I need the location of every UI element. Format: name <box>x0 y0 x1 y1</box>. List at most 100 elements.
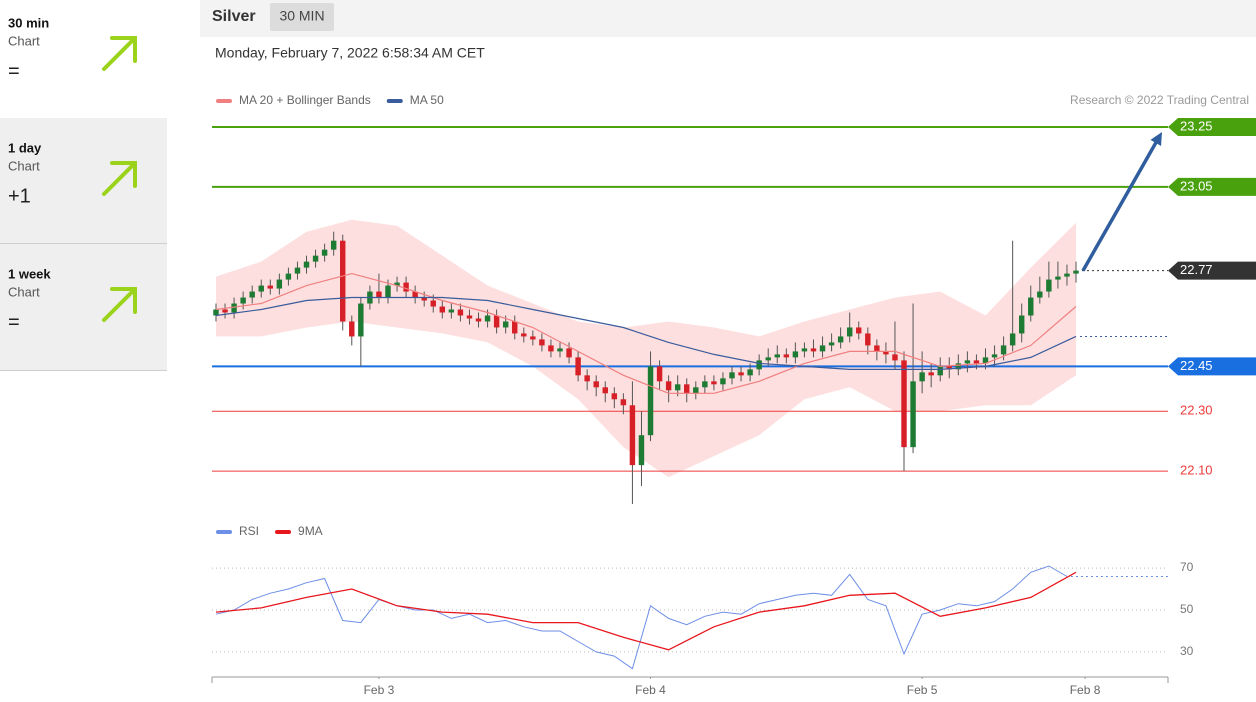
candle-body <box>702 381 708 388</box>
candle-body <box>512 321 518 334</box>
panel[interactable] <box>0 244 167 370</box>
candle-body <box>321 249 328 256</box>
arrow-icon <box>102 287 137 322</box>
sidebar: 30 min Chart = 1 day Chart +1 1 week Cha… <box>0 0 167 371</box>
charts: MA 20 + Bollinger Bands MA 50 Research © 2… <box>211 93 1256 697</box>
candle-body <box>1037 291 1043 298</box>
candle-body <box>1009 333 1016 346</box>
candle-body <box>964 360 971 364</box>
candle-body <box>711 381 717 385</box>
candle-body <box>765 357 771 361</box>
label: Chart <box>8 33 40 48</box>
candle-body <box>738 372 744 376</box>
candle-body <box>521 333 527 337</box>
level-label: 23.25 <box>1180 118 1213 133</box>
candle-body <box>231 303 237 313</box>
candle-body <box>430 300 436 307</box>
change: = <box>8 311 20 333</box>
candle-body <box>593 381 599 388</box>
candle-body <box>448 309 455 313</box>
legend-swatch <box>275 530 292 534</box>
candle-body <box>530 336 536 340</box>
level-label: 22.77 <box>1180 262 1213 277</box>
x-tick-label: Feb 5 <box>907 683 938 697</box>
candle-body <box>240 297 246 304</box>
candle-body <box>865 333 871 346</box>
candle-body <box>783 354 790 358</box>
date: Monday, February 7, 2022 6:58:34 AM CET <box>215 45 485 61</box>
level-flag <box>1168 177 1256 196</box>
candle-body <box>1055 276 1061 280</box>
candle-body <box>684 384 690 394</box>
period: 30 min <box>8 15 49 30</box>
candle-body <box>629 405 636 466</box>
candle-body <box>394 282 400 286</box>
candle-body <box>638 435 645 466</box>
indicator-line <box>215 565 1068 670</box>
legend-label: 9MA <box>298 524 323 538</box>
trend-icons <box>102 36 137 322</box>
candle-body <box>213 309 219 316</box>
candle-body <box>756 360 762 370</box>
candle-body <box>955 363 962 370</box>
candle-body <box>910 381 916 448</box>
interval-pill[interactable] <box>270 3 334 31</box>
candle-body <box>575 357 581 376</box>
candle-body <box>457 309 464 316</box>
candle-body <box>620 399 627 406</box>
candle-body <box>258 285 264 292</box>
candle-body <box>883 351 889 355</box>
candle-body <box>376 291 382 298</box>
level-label: 22.30 <box>1180 403 1213 418</box>
legend-label: MA 20 + Bollinger Bands <box>239 93 371 107</box>
level-flag <box>1168 357 1256 376</box>
candle-body <box>548 345 554 352</box>
candle-body <box>1000 345 1007 355</box>
legend-label: MA 50 <box>410 93 444 107</box>
bollinger-band <box>216 219 1076 478</box>
candle-body <box>928 372 934 376</box>
candle-body <box>340 240 346 322</box>
candle-body <box>222 309 228 313</box>
candle-body <box>566 348 572 358</box>
panel[interactable] <box>0 0 167 117</box>
instrument: Silver <box>212 8 256 25</box>
candle-body <box>1046 279 1052 292</box>
legend-swatch <box>386 99 403 103</box>
candle-body <box>349 321 355 337</box>
level-label: 22.10 <box>1180 463 1213 478</box>
candle-body <box>285 273 292 280</box>
candle-body <box>466 315 473 319</box>
y-tick-label: 70 <box>1180 560 1194 574</box>
candle-body <box>901 360 907 448</box>
period: 1 week <box>8 266 51 281</box>
legend-swatch <box>216 99 232 103</box>
candle-body <box>874 345 880 352</box>
change: +1 <box>8 185 31 207</box>
candle-body <box>385 285 391 298</box>
candle-body <box>303 261 310 268</box>
candle-body <box>693 387 699 394</box>
level-label: 23.05 <box>1180 178 1213 193</box>
y-tick-label: 30 <box>1180 644 1194 658</box>
candle-body <box>919 372 925 382</box>
candle-body <box>747 369 753 376</box>
candle-body <box>674 384 681 391</box>
candle-body <box>421 297 427 301</box>
candle-body <box>557 348 563 352</box>
candle-body <box>484 315 491 322</box>
legend-swatch <box>216 530 232 534</box>
label: Chart <box>8 158 40 173</box>
candle-body <box>294 267 301 274</box>
credit: Research © 2022 Trading Central <box>1070 93 1249 107</box>
interval: 30 MIN <box>279 8 324 24</box>
candle-body <box>602 387 608 394</box>
panel[interactable] <box>0 118 167 243</box>
candle-body <box>729 372 735 379</box>
candle-body <box>502 321 509 328</box>
candle-body <box>792 351 799 358</box>
candle-body <box>539 339 545 346</box>
x-tick-label: Feb 8 <box>1070 683 1101 697</box>
candle-body <box>584 375 590 382</box>
